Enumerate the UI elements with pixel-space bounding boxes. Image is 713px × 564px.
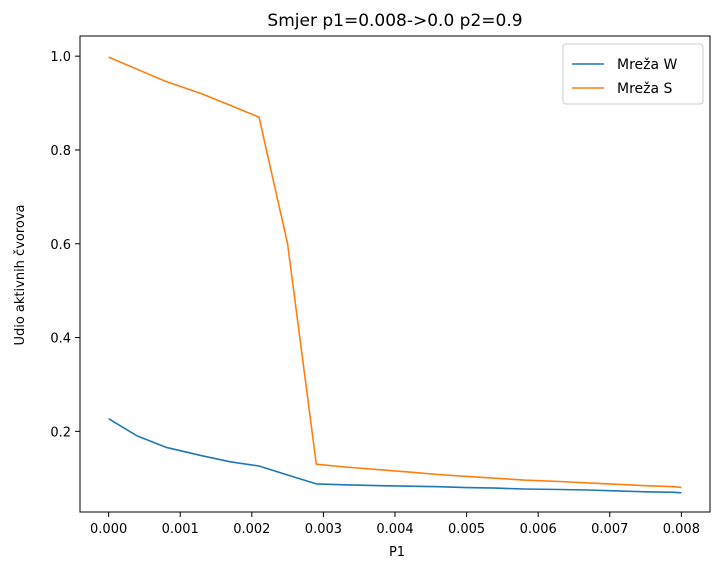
y-tick-label: 0.2	[50, 425, 71, 440]
x-tick-label: 0.000	[90, 522, 127, 537]
legend-frame	[562, 43, 704, 105]
y-tick-label: 0.6	[50, 238, 71, 253]
y-tick-label: 0.4	[50, 332, 71, 347]
series-line-2	[108, 56, 682, 489]
plot-frame	[79, 35, 711, 513]
y-tick-label: 0.8	[50, 144, 71, 159]
chart-title: Smjer p1=0.008->0.0 p2=0.9	[267, 11, 522, 31]
x-tick-label: 0.005	[448, 522, 485, 537]
x-axis-ticks: 0.000 0.001 0.002 0.003 0.004 0.005 0.006 0.007…	[90, 512, 700, 537]
series-line-1	[108, 418, 682, 494]
legend-label: Mreža S	[617, 81, 673, 97]
x-axis-label: P1	[389, 545, 405, 560]
legend: Mreža W Mreža S	[562, 43, 704, 105]
y-axis-label: Udio aktivnih čvorova	[13, 204, 28, 345]
x-tick-label: 0.001	[162, 522, 199, 537]
x-tick-label: 0.004	[376, 522, 413, 537]
y-tick-label: 1.0	[50, 50, 71, 65]
x-tick-label: 0.007	[591, 522, 628, 537]
x-tick-label: 0.003	[305, 522, 342, 537]
x-tick-label: 0.006	[520, 522, 557, 537]
legend-label: Mreža W	[617, 57, 678, 73]
x-tick-label: 0.002	[233, 522, 270, 537]
plot-area	[79, 35, 711, 513]
x-tick-label: 0.008	[663, 522, 700, 537]
y-axis-ticks: 0.2 0.4 0.6 0.8 1.0	[50, 50, 80, 440]
